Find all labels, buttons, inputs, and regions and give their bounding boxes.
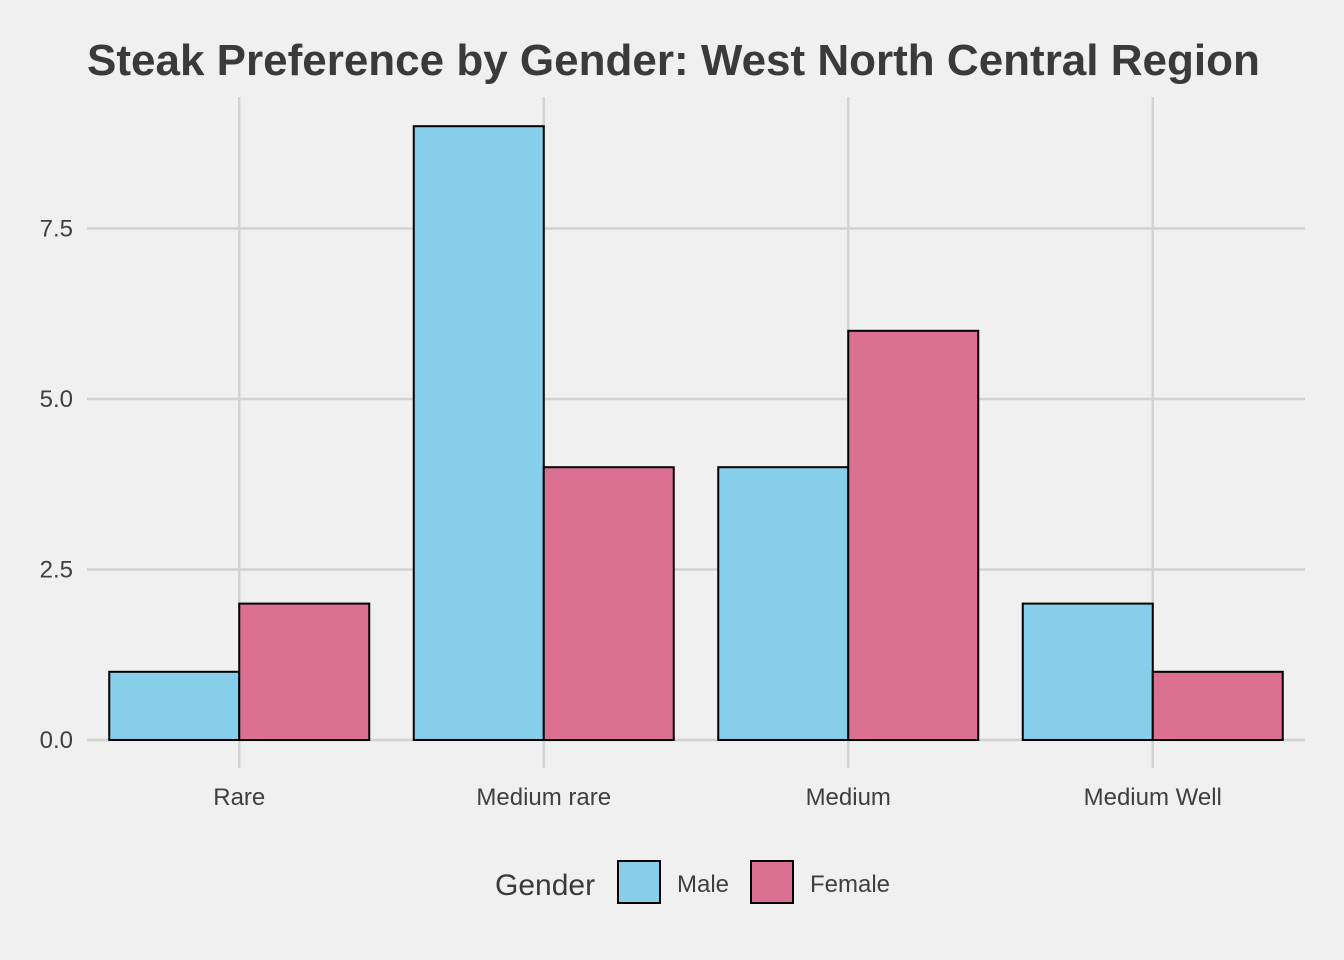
bar-female (847, 329, 980, 741)
legend-label-male: Male (677, 871, 729, 898)
bar-male (717, 466, 850, 741)
legend-title: Gender (495, 869, 595, 902)
y-tick-label: 5.0 (40, 386, 73, 413)
legend: Gender Male Female (495, 860, 890, 904)
bar-female (238, 602, 371, 741)
bar-male (1021, 602, 1154, 741)
y-axis: 0.0 2.5 5.0 7.5 (40, 216, 73, 755)
bar-male (108, 670, 241, 741)
x-tick-label: Medium Well (1084, 784, 1222, 811)
chart-title: Steak Preference by Gender: West North C… (87, 36, 1260, 85)
x-tick-label: Medium (806, 784, 891, 811)
bar-female (1151, 670, 1284, 741)
legend-key-female (750, 860, 794, 904)
bar-female (542, 466, 675, 741)
y-tick-label: 7.5 (40, 216, 73, 243)
legend-label-female: Female (810, 871, 890, 898)
bar-male (412, 125, 545, 741)
x-axis: Rare Medium rare Medium Medium Well (213, 784, 1222, 811)
bars-layer (108, 125, 1284, 741)
x-tick-label: Rare (213, 784, 265, 811)
y-tick-label: 0.0 (40, 727, 73, 754)
x-tick-label: Medium rare (476, 784, 611, 811)
legend-key-male (617, 860, 661, 904)
y-tick-label: 2.5 (40, 557, 73, 584)
